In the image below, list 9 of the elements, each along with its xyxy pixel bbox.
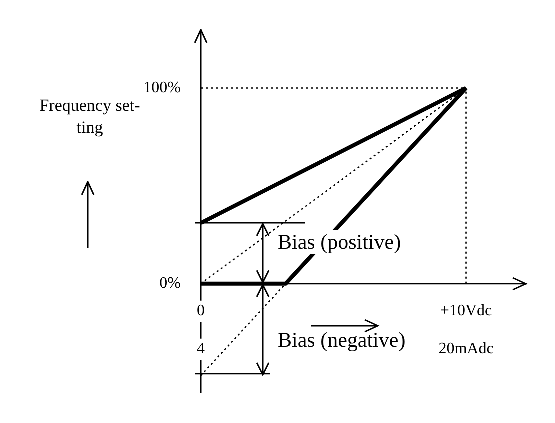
- x2-tick-label: 4: [197, 340, 205, 358]
- y-tick-label: 0%: [160, 275, 181, 292]
- x-tick-label: 0: [197, 302, 205, 320]
- x-tick-label: +10Vdc: [440, 302, 492, 320]
- y-axis-title: Frequency set-ting: [38, 95, 142, 139]
- x2-tick-label: 20mAdc: [438, 340, 494, 358]
- annotation: Bias (positive): [276, 230, 404, 254]
- annotation: Bias (negative): [276, 328, 408, 352]
- y-tick-label: 100%: [144, 79, 181, 96]
